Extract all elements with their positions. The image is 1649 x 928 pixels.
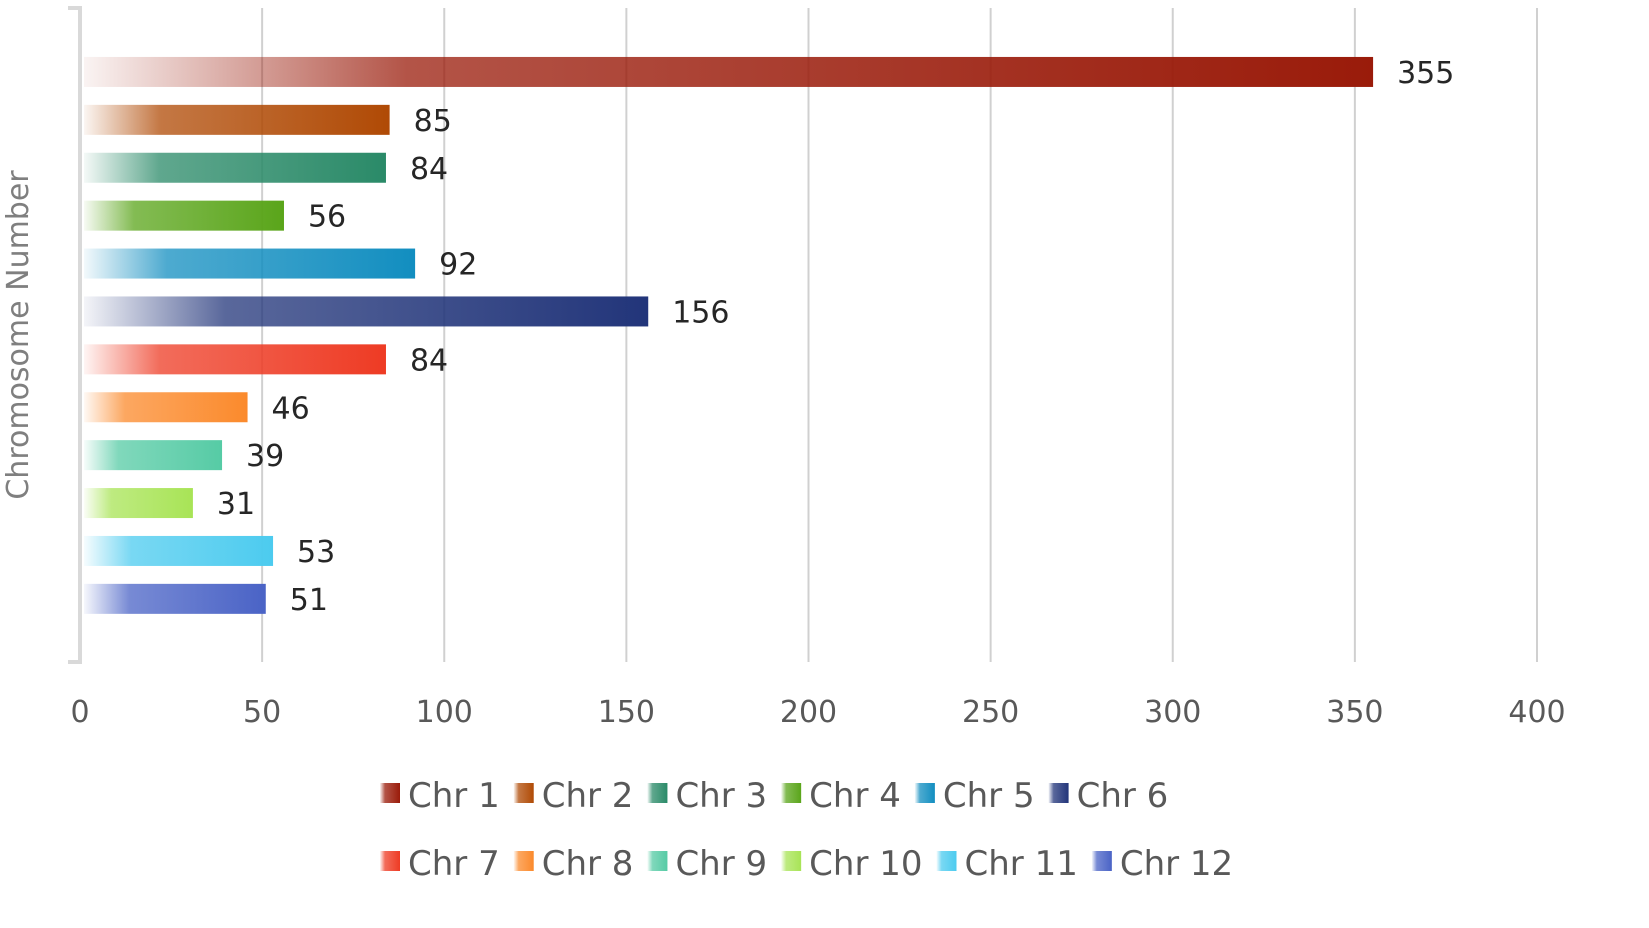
legend-label: Chr 9 bbox=[675, 844, 767, 884]
legend-item-chr-10: Chr 10 bbox=[781, 844, 923, 884]
x-tick-label: 250 bbox=[962, 695, 1019, 730]
x-tick-label: 100 bbox=[416, 695, 473, 730]
legend-label: Chr 6 bbox=[1077, 776, 1169, 816]
legend-item-chr-2: Chr 2 bbox=[513, 776, 634, 816]
bar-chr-3 bbox=[84, 152, 386, 183]
data-label: 46 bbox=[272, 391, 310, 426]
legend-swatch bbox=[380, 851, 400, 871]
legend-label: Chr 7 bbox=[408, 844, 500, 884]
legend-item-chr-7: Chr 7 bbox=[380, 844, 500, 884]
legend-item-chr-11: Chr 11 bbox=[936, 844, 1078, 884]
legend-label: Chr 10 bbox=[809, 844, 922, 884]
legend-item-chr-5: Chr 5 bbox=[914, 776, 1035, 816]
legend-label: Chr 11 bbox=[965, 844, 1078, 884]
bar-chr-7 bbox=[84, 344, 386, 375]
data-label: 84 bbox=[410, 343, 448, 378]
y-axis-title: Chromosome Number bbox=[1, 170, 36, 500]
y-axis-line bbox=[68, 6, 82, 664]
legend-item-chr-4: Chr 4 bbox=[781, 776, 901, 816]
axes: 0 50 100 150 200 250 300 350 400 Chromosome Numbe… bbox=[1, 6, 1566, 730]
legend-swatch bbox=[936, 851, 957, 871]
legend-swatch bbox=[380, 783, 400, 803]
x-tick-label: 300 bbox=[1144, 695, 1201, 730]
data-label: 156 bbox=[672, 295, 729, 330]
legend-swatch bbox=[647, 783, 668, 803]
legend-swatch bbox=[1048, 783, 1069, 803]
legend-label: Chr 1 bbox=[408, 776, 500, 816]
x-tick-label: 400 bbox=[1508, 695, 1565, 730]
legend-label: Chr 2 bbox=[542, 776, 634, 816]
legend: Chr 1 Chr 2 Chr 3 Chr 4 Chr 5 Chr 6 Chr 7 Chr 8… bbox=[380, 776, 1233, 884]
data-label: 51 bbox=[290, 583, 328, 618]
bar-chr-4 bbox=[84, 200, 284, 231]
bar-chr-1 bbox=[84, 56, 1374, 87]
legend-swatch bbox=[647, 851, 668, 871]
data-label: 31 bbox=[217, 487, 255, 522]
data-label: 53 bbox=[297, 535, 335, 570]
data-label: 85 bbox=[414, 104, 452, 139]
bar-chr-9 bbox=[84, 440, 223, 471]
legend-swatch bbox=[781, 851, 802, 871]
legend-item-chr-8: Chr 8 bbox=[513, 844, 634, 884]
legend-item-chr-12: Chr 12 bbox=[1091, 844, 1233, 884]
bar-chr-8 bbox=[84, 392, 248, 423]
data-label: 84 bbox=[410, 152, 448, 187]
data-label: 355 bbox=[1397, 56, 1454, 91]
data-label: 39 bbox=[246, 439, 284, 474]
legend-label: Chr 8 bbox=[542, 844, 634, 884]
legend-label: Chr 3 bbox=[675, 776, 767, 816]
legend-label: Chr 12 bbox=[1120, 844, 1233, 884]
x-tick-label: 50 bbox=[243, 695, 281, 730]
bar-chr-12 bbox=[84, 583, 266, 614]
x-tick-label: 150 bbox=[598, 695, 655, 730]
legend-swatch bbox=[781, 783, 802, 803]
legend-item-chr-3: Chr 3 bbox=[647, 776, 767, 816]
x-tick-label: 200 bbox=[780, 695, 837, 730]
gridlines bbox=[261, 8, 1538, 662]
data-label: 92 bbox=[439, 248, 477, 283]
bar-chr-6 bbox=[84, 296, 649, 327]
legend-swatch bbox=[1091, 851, 1112, 871]
legend-swatch bbox=[513, 783, 534, 803]
data-label: 56 bbox=[308, 200, 346, 235]
legend-item-chr-1: Chr 1 bbox=[380, 776, 500, 816]
legend-swatch bbox=[513, 851, 534, 871]
bar-chr-11 bbox=[84, 535, 274, 566]
bar-chr-2 bbox=[84, 104, 390, 135]
legend-swatch bbox=[914, 783, 935, 803]
legend-label: Chr 5 bbox=[943, 776, 1035, 816]
legend-item-chr-9: Chr 9 bbox=[647, 844, 767, 884]
legend-item-chr-6: Chr 6 bbox=[1048, 776, 1169, 816]
legend-label: Chr 4 bbox=[809, 776, 901, 816]
x-tick-label: 0 bbox=[70, 695, 89, 730]
bar-chr-10 bbox=[84, 488, 193, 519]
bars: 355 85 84 56 92 156 84 46 39 31 53 51 bbox=[84, 56, 1454, 618]
bar-chr-5 bbox=[84, 248, 416, 279]
x-tick-label: 350 bbox=[1326, 695, 1383, 730]
